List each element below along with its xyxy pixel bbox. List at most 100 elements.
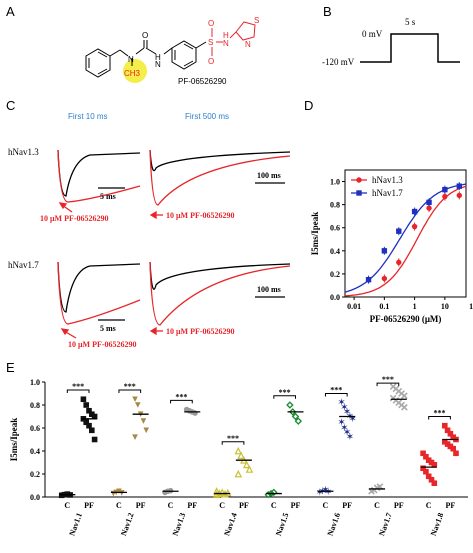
point-0 <box>91 413 98 420</box>
xlab-c-0: C <box>64 501 70 510</box>
xlab-c-5: C <box>323 501 329 510</box>
legend-marker-1 <box>356 190 362 196</box>
xlab-pf-3: PF <box>239 501 249 510</box>
y-tick-label-d: 0.6 <box>330 224 340 233</box>
atom-o2: O <box>208 19 214 28</box>
point-5: ✶ <box>343 407 351 418</box>
sig-bracket-4 <box>273 395 297 399</box>
data-point-1 <box>411 208 418 215</box>
point-7 <box>420 450 426 457</box>
trace-nav13-drug-10ms <box>57 149 141 203</box>
trace-nav17-control-500ms <box>149 261 291 290</box>
point-4 <box>294 417 303 425</box>
group-label-6: Nav1.7 <box>377 512 394 537</box>
xlab-pf-5: PF <box>342 501 352 510</box>
point-1 <box>135 402 141 408</box>
sig-stars-2: *** <box>175 392 187 401</box>
point-3 <box>234 469 243 478</box>
legend-marker-0 <box>356 177 362 183</box>
point-4 <box>286 401 294 409</box>
xlab-pf-4: PF <box>291 501 301 510</box>
scale-label-5ms-bottom: 5 ms <box>100 324 116 333</box>
point-5: ✶ <box>349 414 357 425</box>
point-5: ✶ <box>346 432 354 443</box>
xlab-c-4: C <box>271 501 277 510</box>
point-3 <box>218 488 226 496</box>
sig-stars-1: *** <box>124 382 136 391</box>
point-6 <box>400 403 408 411</box>
y-tick-label-e: 0.2 <box>30 470 40 479</box>
point-7 <box>423 468 429 475</box>
hold-voltage: -120 mV <box>322 57 355 67</box>
fit-curve-0 <box>344 185 467 297</box>
col-title-10ms: First 10 ms <box>68 112 108 121</box>
point-7 <box>450 445 456 452</box>
sig-bracket-0 <box>66 389 90 394</box>
point-7 <box>453 450 459 457</box>
point-7 <box>431 480 438 486</box>
point-4 <box>291 412 300 421</box>
trace-nav13-drug-500ms <box>149 149 291 206</box>
point-7 <box>447 430 454 437</box>
group-label-5: Nav1.6 <box>326 512 343 537</box>
sig-bracket-7 <box>428 416 451 420</box>
data-point-0 <box>442 193 448 200</box>
sig-stars-4: *** <box>279 388 291 397</box>
point-7 <box>425 473 432 480</box>
xlab-c-3: C <box>219 501 225 510</box>
atom-n-amide: N <box>155 60 161 69</box>
step-voltage: 0 mV <box>362 29 383 39</box>
data-point-1 <box>365 276 372 283</box>
point-2 <box>192 410 198 416</box>
atom-n1: N <box>128 55 134 64</box>
voltage-protocol <box>360 33 460 63</box>
data-point-0 <box>411 223 418 230</box>
x-tick-label-d: 10 <box>441 302 449 311</box>
sig-stars-3: *** <box>227 434 239 443</box>
chemical-structure <box>85 21 256 83</box>
sig-bracket-6 <box>376 382 400 387</box>
y-tick-label-e: 0.4 <box>30 447 40 456</box>
point-5: ✶ <box>340 402 348 413</box>
panel-b-label: B <box>323 4 332 19</box>
point-0 <box>89 427 95 434</box>
point-7 <box>423 453 429 460</box>
point-5: ✶ <box>337 417 345 428</box>
point-7 <box>431 462 438 468</box>
point-1 <box>132 396 138 403</box>
xlab-pf-1: PF <box>136 501 146 510</box>
current-traces <box>57 149 291 326</box>
legend-label-0: hNav1.3 <box>372 175 403 185</box>
point-7 <box>441 422 448 429</box>
point-0 <box>83 402 90 408</box>
point-3 <box>242 460 251 469</box>
trace-nav13-control-500ms <box>149 149 291 172</box>
atom-s1: S <box>208 38 213 47</box>
drug-label-1: 10 μM PF-06526290 <box>40 214 109 223</box>
data-point-1 <box>456 183 462 189</box>
legend-label-1: hNav1.7 <box>372 188 403 198</box>
sig-stars-6: *** <box>382 375 394 384</box>
col-title-500ms: First 500 ms <box>185 112 229 121</box>
group-label-3: Nav1.4 <box>222 512 239 537</box>
atom-h2: H <box>223 31 229 40</box>
point-4 <box>270 488 278 497</box>
step-duration: 5 s <box>405 17 416 27</box>
scale-label-100ms-bottom: 100 ms <box>257 285 281 294</box>
dose-response-chart: 0.0 0.2 0.4 0.6 0.8 1.0 0.01 0.1 1 10 100 PF-065262… <box>310 169 473 324</box>
point-7 <box>428 476 435 483</box>
point-7 <box>444 427 451 434</box>
row-label-nav17: hNav1.7 <box>8 260 39 270</box>
scale-label-5ms-top: 5 ms <box>100 192 116 201</box>
point-5: ✶ <box>340 423 348 434</box>
y-tick-label-e: 1.0 <box>30 378 40 387</box>
methyl-label: CH3 <box>124 69 141 78</box>
point-3 <box>234 446 243 455</box>
sig-bracket-2 <box>170 399 193 404</box>
y-tick-label-e: 0.8 <box>30 401 40 410</box>
point-5: ✶ <box>324 487 332 498</box>
drug-arrows <box>58 202 163 339</box>
group-label-0: Nav1.1 <box>67 512 84 537</box>
panel-e-label: E <box>6 360 15 375</box>
